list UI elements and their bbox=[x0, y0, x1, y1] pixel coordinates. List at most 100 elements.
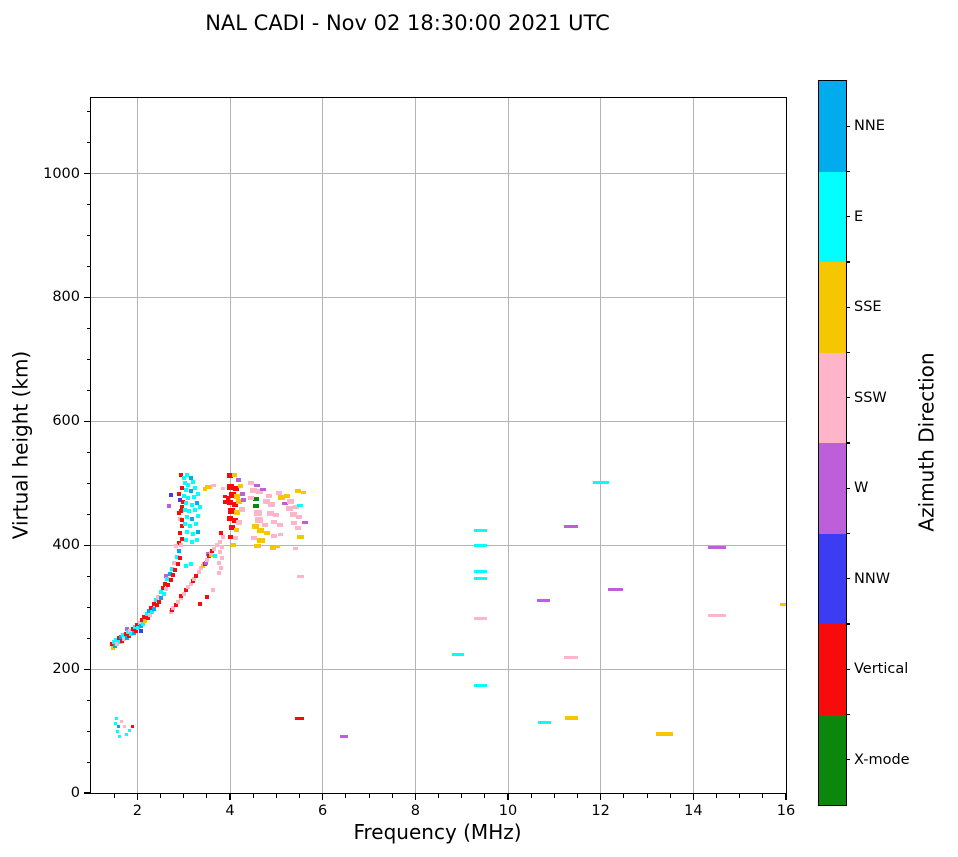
y-minor-tick bbox=[86, 389, 90, 391]
data-point bbox=[473, 528, 487, 532]
gridline-x-6 bbox=[322, 98, 324, 793]
x-minor-tick bbox=[438, 794, 439, 798]
data-point bbox=[179, 542, 184, 547]
data-point bbox=[185, 530, 190, 535]
data-point bbox=[537, 720, 551, 724]
data-point bbox=[183, 501, 188, 506]
data-point bbox=[178, 498, 183, 502]
data-point bbox=[126, 633, 131, 638]
data-point bbox=[211, 483, 217, 487]
data-point bbox=[168, 577, 173, 582]
data-point bbox=[210, 587, 215, 592]
y-major-tick bbox=[84, 668, 90, 670]
data-point bbox=[118, 734, 122, 738]
data-point bbox=[180, 499, 185, 504]
data-point bbox=[289, 511, 297, 517]
data-point bbox=[192, 507, 197, 512]
data-point bbox=[109, 642, 114, 647]
data-point bbox=[197, 602, 202, 607]
data-point bbox=[183, 588, 188, 593]
gridline-y-600 bbox=[91, 420, 786, 422]
x-minor-tick bbox=[160, 794, 161, 798]
y-major-tick bbox=[84, 544, 90, 546]
data-point bbox=[191, 494, 196, 499]
data-point bbox=[124, 732, 128, 736]
data-point bbox=[116, 636, 121, 641]
data-point bbox=[217, 550, 222, 555]
data-point bbox=[295, 716, 305, 720]
data-point bbox=[262, 499, 270, 505]
data-point bbox=[177, 548, 182, 553]
data-point bbox=[232, 472, 238, 477]
colorbar-segment-w bbox=[819, 443, 846, 534]
data-point bbox=[264, 530, 271, 535]
colorbar-segment-nne bbox=[819, 81, 846, 172]
y-axis-label-container: Virtual height (km) bbox=[2, 97, 38, 792]
data-point bbox=[152, 607, 157, 612]
data-point bbox=[133, 628, 138, 633]
colorbar-segment-e bbox=[819, 171, 846, 262]
y-minor-tick bbox=[86, 204, 90, 205]
data-point bbox=[234, 527, 240, 532]
y-minor-tick bbox=[86, 637, 90, 639]
y-major-tick bbox=[84, 420, 90, 422]
gridline-y-200 bbox=[91, 668, 786, 670]
data-point bbox=[140, 621, 145, 626]
data-point bbox=[120, 719, 124, 723]
data-point bbox=[116, 729, 120, 733]
colorbar-tick bbox=[846, 487, 850, 489]
data-point bbox=[236, 520, 243, 526]
data-point bbox=[177, 530, 182, 535]
data-point bbox=[608, 587, 624, 591]
data-point bbox=[451, 652, 464, 656]
y-tick-label: 0 bbox=[70, 785, 80, 801]
data-point bbox=[473, 684, 487, 688]
colorbar-boundary-tick bbox=[846, 261, 850, 263]
data-point bbox=[252, 497, 259, 502]
data-point bbox=[196, 569, 201, 574]
colorbar-category-label: Vertical bbox=[854, 661, 909, 678]
y-minor-tick bbox=[86, 575, 90, 577]
data-point bbox=[179, 509, 184, 514]
data-point bbox=[167, 571, 172, 576]
data-point bbox=[236, 499, 243, 505]
x-minor-tick bbox=[275, 794, 277, 798]
colorbar-label: Azimuth Direction bbox=[915, 352, 939, 532]
x-minor-tick bbox=[623, 794, 625, 798]
colorbar-boundary-tick bbox=[846, 351, 850, 354]
data-point bbox=[163, 581, 168, 586]
data-point bbox=[218, 566, 223, 571]
data-point bbox=[277, 523, 284, 528]
gridline-x-14 bbox=[692, 98, 694, 793]
y-tick-label: 1000 bbox=[43, 165, 80, 182]
data-point bbox=[193, 486, 198, 491]
data-point bbox=[233, 536, 239, 541]
colorbar-tick bbox=[846, 306, 850, 308]
data-point bbox=[171, 605, 176, 610]
y-minor-tick bbox=[86, 761, 90, 763]
data-point bbox=[142, 615, 147, 620]
colorbar-boundary-tick bbox=[846, 442, 850, 444]
data-point bbox=[131, 630, 136, 635]
data-point bbox=[254, 544, 262, 549]
data-point bbox=[177, 511, 182, 516]
y-tick-label: 200 bbox=[52, 661, 80, 678]
data-point bbox=[147, 613, 152, 618]
colorbar-category-label: SSE bbox=[854, 299, 882, 316]
data-point bbox=[295, 489, 302, 494]
data-point bbox=[205, 551, 210, 556]
colorbar: NNE E SSE SSW W NNW Vertical X-mode bbox=[818, 80, 910, 806]
data-point bbox=[231, 501, 238, 507]
data-point bbox=[256, 538, 265, 544]
data-point bbox=[218, 539, 223, 544]
data-point bbox=[153, 598, 158, 603]
data-point bbox=[190, 480, 195, 485]
data-point bbox=[193, 522, 198, 527]
y-axis-label: Virtual height (km) bbox=[8, 350, 32, 539]
colorbar-tick bbox=[846, 578, 850, 580]
y-minor-tick bbox=[86, 235, 90, 236]
data-point bbox=[184, 473, 189, 478]
x-tick-label: 12 bbox=[591, 803, 610, 819]
data-point bbox=[160, 585, 165, 590]
